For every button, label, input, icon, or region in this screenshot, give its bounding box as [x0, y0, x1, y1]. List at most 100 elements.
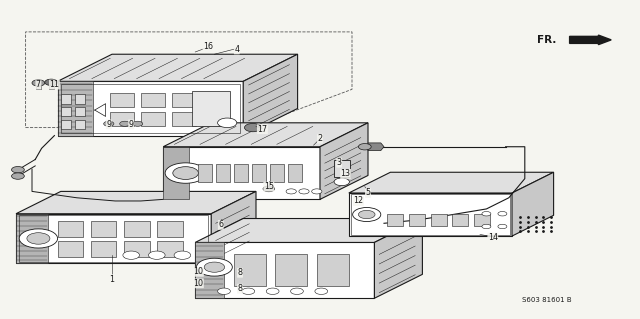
Text: 13: 13 [340, 169, 351, 178]
Polygon shape [195, 242, 374, 298]
Circle shape [120, 121, 130, 126]
Circle shape [32, 80, 45, 86]
Bar [202, 112, 227, 126]
Circle shape [218, 288, 230, 294]
Circle shape [482, 211, 491, 216]
Bar [474, 214, 490, 226]
Bar [49, 85, 54, 89]
Bar [202, 93, 227, 107]
Bar [270, 164, 284, 182]
Bar [141, 93, 165, 107]
Circle shape [196, 258, 232, 276]
Text: 10: 10 [193, 279, 204, 288]
Text: 14: 14 [488, 233, 498, 242]
Circle shape [263, 186, 275, 192]
Bar [431, 214, 447, 226]
Bar [409, 214, 425, 226]
Text: 17: 17 [257, 125, 268, 134]
Text: 5: 5 [365, 189, 371, 197]
Circle shape [218, 118, 237, 128]
Text: 2: 2 [317, 134, 323, 143]
Bar [61, 107, 71, 116]
Polygon shape [58, 81, 93, 136]
Bar [91, 221, 116, 237]
Polygon shape [16, 214, 48, 263]
Polygon shape [163, 123, 368, 147]
Bar [172, 93, 196, 107]
Bar [36, 86, 41, 89]
Circle shape [312, 189, 322, 194]
Circle shape [45, 79, 58, 85]
Circle shape [165, 163, 206, 183]
Bar [58, 241, 83, 257]
Circle shape [353, 207, 381, 221]
Bar [216, 164, 230, 182]
Bar [252, 164, 266, 182]
Circle shape [173, 167, 198, 179]
Circle shape [27, 233, 50, 244]
Circle shape [19, 229, 58, 248]
Text: FR.: FR. [538, 35, 557, 45]
Bar [334, 160, 350, 177]
Circle shape [204, 262, 225, 272]
Polygon shape [211, 191, 256, 263]
Circle shape [174, 251, 191, 259]
Bar [110, 112, 134, 126]
Text: 8: 8 [237, 284, 243, 293]
Text: 12: 12 [353, 197, 364, 205]
Bar [110, 93, 134, 107]
Polygon shape [16, 191, 256, 214]
Bar [19, 215, 208, 262]
Circle shape [104, 121, 114, 126]
Text: 9: 9 [129, 120, 134, 129]
Circle shape [358, 144, 371, 150]
Polygon shape [195, 242, 224, 298]
FancyArrow shape [570, 35, 611, 45]
Circle shape [498, 224, 507, 229]
Bar [157, 241, 183, 257]
Polygon shape [512, 172, 554, 236]
Bar [452, 214, 468, 226]
Text: 8: 8 [237, 268, 243, 277]
Bar [58, 221, 83, 237]
Text: 7: 7 [36, 80, 41, 89]
Text: 9: 9 [106, 120, 111, 129]
Circle shape [266, 288, 279, 294]
Circle shape [299, 189, 309, 194]
Circle shape [244, 123, 261, 132]
Bar [234, 164, 248, 182]
Bar [61, 94, 71, 104]
Polygon shape [163, 147, 320, 199]
Bar [91, 241, 116, 257]
Polygon shape [349, 172, 554, 193]
Bar [75, 120, 85, 129]
Circle shape [123, 251, 140, 259]
Polygon shape [58, 81, 243, 136]
Bar [61, 120, 71, 129]
Polygon shape [58, 54, 298, 81]
Circle shape [286, 189, 296, 194]
Bar [387, 214, 403, 226]
Bar [288, 164, 302, 182]
Bar [75, 107, 85, 116]
Bar [157, 221, 183, 237]
Bar [234, 254, 266, 286]
Text: 15: 15 [264, 182, 274, 191]
Circle shape [498, 211, 507, 216]
Bar [192, 91, 230, 126]
Circle shape [148, 251, 165, 259]
Bar [275, 254, 307, 286]
Circle shape [12, 173, 24, 179]
Text: 10: 10 [193, 267, 204, 276]
Text: 4: 4 [234, 45, 239, 54]
Bar [124, 241, 150, 257]
Polygon shape [368, 143, 384, 151]
Bar [351, 194, 510, 235]
Polygon shape [349, 193, 512, 236]
Text: S603 81601 B: S603 81601 B [522, 297, 572, 303]
Circle shape [132, 121, 143, 126]
Text: 16: 16 [203, 42, 213, 51]
Bar [61, 84, 240, 133]
Bar [124, 221, 150, 237]
Polygon shape [16, 214, 211, 263]
